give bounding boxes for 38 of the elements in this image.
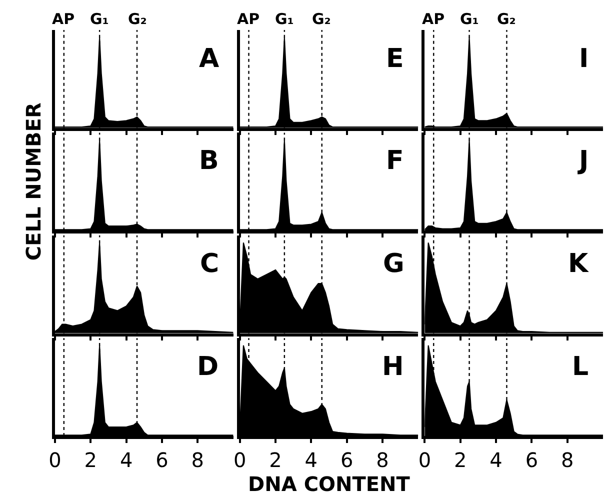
x-tick-label: 8 bbox=[191, 448, 204, 472]
ref-line-label: G₁ bbox=[460, 10, 479, 28]
x-tick-label: 2 bbox=[454, 448, 467, 472]
ref-line-label: G₂ bbox=[312, 10, 331, 28]
annotation: A bbox=[199, 44, 220, 74]
x-axis-title: DNA CONTENT bbox=[248, 472, 410, 496]
ref-line-label: G₂ bbox=[497, 10, 516, 28]
annotation: E bbox=[386, 44, 404, 74]
x-tick-label: 0 bbox=[48, 448, 62, 472]
annotation: J bbox=[577, 146, 589, 176]
ref-line-label: AP bbox=[422, 10, 445, 28]
ref-line-label: G₁ bbox=[90, 10, 109, 28]
x-tick-label: 6 bbox=[156, 448, 168, 472]
ref-line-label: G₂ bbox=[128, 10, 147, 28]
x-tick-label: 0 bbox=[233, 448, 246, 472]
y-axis-title: CELL NUMBER bbox=[22, 102, 46, 261]
x-tick-label: 6 bbox=[340, 448, 354, 472]
x-tick-label: 8 bbox=[560, 448, 574, 472]
x-tick-label: 4 bbox=[304, 448, 318, 472]
x-tick-label: 2 bbox=[84, 448, 98, 472]
x-tick-label: 8 bbox=[376, 448, 389, 472]
annotation: B bbox=[199, 146, 219, 176]
ref-line-label: AP bbox=[237, 10, 260, 28]
ref-line-label: AP bbox=[52, 10, 75, 28]
annotation: H bbox=[382, 352, 404, 382]
x-tick-label: 4 bbox=[120, 448, 133, 472]
annotation: L bbox=[572, 352, 589, 382]
x-tick-label: 6 bbox=[525, 448, 538, 472]
annotation: G bbox=[383, 249, 404, 279]
x-tick-label: 4 bbox=[490, 448, 502, 472]
x-tick-label: 0 bbox=[418, 448, 432, 472]
annotation: C bbox=[200, 249, 220, 279]
annotation: K bbox=[568, 249, 589, 279]
x-tick-label: 2 bbox=[269, 448, 282, 472]
annotation: D bbox=[197, 352, 219, 382]
ref-line-label: G₁ bbox=[275, 10, 294, 28]
annotation: F bbox=[386, 146, 404, 176]
annotation: I bbox=[579, 44, 589, 74]
